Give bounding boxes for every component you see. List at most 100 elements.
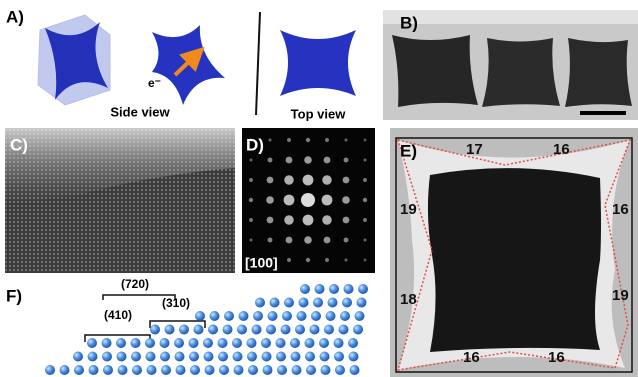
atom — [89, 365, 99, 375]
panel-label: A) — [6, 7, 24, 26]
atom — [145, 338, 155, 348]
diffraction-spot — [322, 175, 331, 184]
diffraction-spot — [249, 218, 253, 222]
atom — [300, 284, 310, 294]
atom — [194, 325, 204, 335]
atom — [205, 365, 215, 375]
diffraction-spot — [267, 177, 274, 184]
diffraction-spot — [306, 138, 310, 142]
atom — [248, 365, 258, 375]
diffraction-spot — [364, 259, 367, 262]
atom — [334, 352, 344, 362]
atom — [146, 352, 156, 362]
atom — [334, 338, 344, 348]
atom — [160, 352, 170, 362]
facet-label: (310) — [162, 296, 190, 310]
atom — [335, 365, 345, 375]
atom — [277, 365, 287, 375]
diffraction-spot — [306, 258, 310, 262]
atom — [357, 298, 367, 308]
atom — [305, 338, 315, 348]
atom — [270, 298, 280, 308]
atom — [237, 325, 247, 335]
edge-count: 16 — [548, 349, 565, 366]
atom — [147, 365, 157, 375]
atom — [132, 365, 142, 375]
atom — [339, 325, 349, 335]
atom — [131, 338, 141, 348]
diffraction-spot — [345, 139, 348, 142]
tem-background — [383, 10, 638, 24]
diffraction-spot — [363, 218, 367, 222]
diffraction-spot — [325, 258, 329, 262]
atom — [292, 365, 302, 375]
diffraction-spot — [363, 198, 367, 202]
diffraction-spot — [343, 217, 350, 224]
atom — [326, 311, 336, 321]
diffraction-spot — [322, 215, 331, 224]
atom — [305, 352, 315, 362]
edge-count: 16 — [463, 349, 480, 366]
atom — [253, 311, 263, 321]
atom — [73, 352, 83, 362]
edge-count: 19 — [400, 201, 417, 218]
diffraction-spot — [364, 239, 367, 242]
diffraction-spot — [324, 237, 331, 244]
atom — [233, 352, 243, 362]
atom — [204, 352, 214, 362]
atom — [355, 311, 365, 321]
diffraction-spot — [343, 177, 350, 184]
atom — [102, 352, 112, 362]
atom — [131, 352, 141, 362]
atom — [263, 365, 273, 375]
atom — [60, 365, 70, 375]
panel-label: C) — [10, 135, 28, 154]
diffraction-spot — [304, 236, 312, 244]
diffraction-spot — [344, 238, 349, 243]
atom — [247, 338, 257, 348]
diffraction-spot — [287, 258, 291, 262]
diffraction-spot — [301, 193, 315, 207]
atom — [344, 284, 354, 294]
atom — [103, 365, 113, 375]
diffraction-spot — [268, 238, 273, 243]
atom — [165, 325, 175, 335]
diffraction-spot — [284, 215, 293, 224]
diffraction-spot — [363, 178, 367, 182]
edge-count: 19 — [612, 287, 629, 304]
atom — [118, 365, 128, 375]
diffraction-spot — [364, 159, 367, 162]
atom — [310, 325, 320, 335]
panel-label: F) — [6, 286, 22, 305]
atom — [179, 325, 189, 335]
diffraction-spot — [342, 196, 350, 204]
atom — [203, 338, 213, 348]
atom — [324, 325, 334, 335]
diffraction-spot — [324, 157, 331, 164]
edge-count: 16 — [612, 201, 629, 218]
atom — [117, 352, 127, 362]
atom — [87, 338, 97, 348]
atom — [232, 338, 242, 348]
atom — [313, 298, 323, 308]
atom — [319, 338, 329, 348]
edge-count: 17 — [466, 141, 483, 158]
panel-f: F) (720) (410) (310) — [6, 277, 368, 375]
figure: A) e⁻ Side view Top view B) C) D) [100] … — [0, 0, 638, 377]
atom — [306, 365, 316, 375]
panel-label: D) — [246, 135, 264, 154]
divider — [256, 12, 260, 115]
panel-e: E) 17 16 19 16 18 19 16 16 — [390, 128, 638, 377]
atom — [353, 325, 363, 335]
panel-label: E) — [400, 141, 417, 160]
diffraction-spot — [287, 138, 291, 142]
atom — [350, 365, 360, 375]
panel-a: A) e⁻ Side view Top view — [6, 7, 356, 121]
diffraction-spot — [364, 139, 367, 142]
atom — [329, 284, 339, 294]
particle — [428, 168, 601, 352]
facet-label: (410) — [104, 308, 132, 322]
atom — [268, 311, 278, 321]
diffraction-spot — [286, 237, 293, 244]
diffraction-spot — [322, 195, 333, 206]
